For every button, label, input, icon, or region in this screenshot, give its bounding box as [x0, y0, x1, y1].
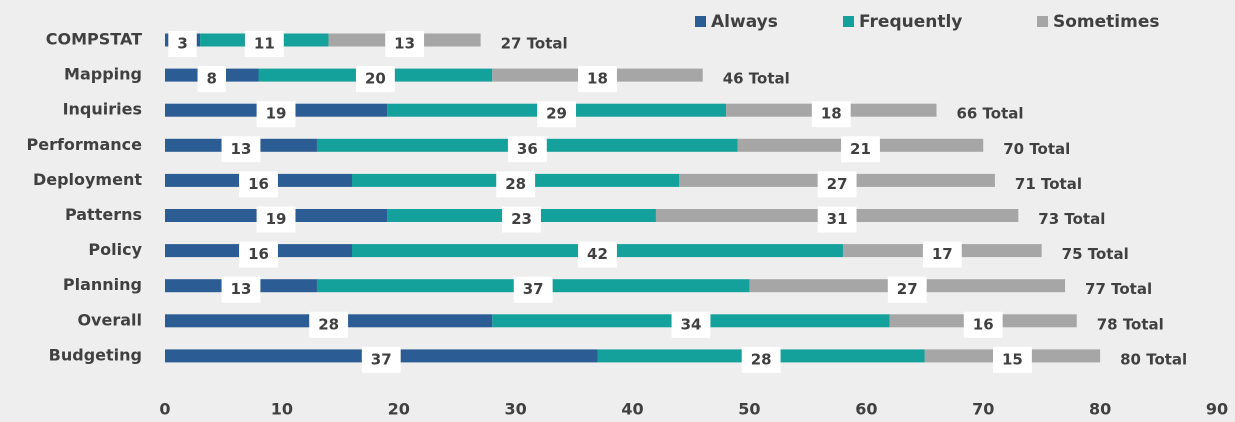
total-label: 27 Total — [501, 35, 568, 53]
data-label: 36 — [517, 140, 538, 158]
data-label: 37 — [523, 280, 544, 298]
data-label-box — [817, 206, 857, 233]
data-label: 19 — [266, 210, 287, 228]
total-label: 70 Total — [1003, 140, 1070, 158]
x-tick-label: 40 — [621, 400, 643, 419]
data-label-box — [537, 101, 577, 128]
total-label: 71 Total — [1015, 175, 1082, 193]
data-label: 28 — [751, 350, 772, 368]
legend-label: Sometimes — [1053, 12, 1159, 32]
legend-label: Frequently — [859, 12, 962, 32]
data-label-box — [993, 346, 1032, 373]
x-tick-label: 20 — [388, 400, 410, 419]
data-label-box — [385, 31, 425, 57]
data-label: 13 — [231, 280, 252, 298]
total-label: 73 Total — [1038, 210, 1105, 228]
data-label: 8 — [207, 70, 217, 88]
category-label: Deployment — [33, 170, 142, 189]
data-label-box — [355, 66, 395, 93]
data-label: 27 — [897, 280, 918, 298]
x-tick-label: 0 — [159, 400, 170, 419]
data-label: 21 — [850, 140, 871, 158]
data-label: 42 — [587, 245, 608, 263]
data-label-box — [817, 171, 857, 198]
data-label: 31 — [827, 210, 848, 228]
data-label-box — [671, 311, 711, 338]
data-label: 13 — [231, 140, 252, 158]
data-label: 19 — [266, 105, 287, 123]
data-label: 27 — [827, 175, 848, 193]
total-label: 78 Total — [1097, 315, 1164, 333]
data-label: 20 — [365, 70, 386, 88]
data-label-box — [887, 276, 927, 303]
data-label-box — [239, 171, 278, 198]
data-label: 13 — [394, 35, 415, 53]
x-tick-label: 80 — [1089, 400, 1111, 419]
data-label: 17 — [932, 245, 953, 263]
x-tick-label: 70 — [972, 400, 994, 419]
category-label: COMPSTAT — [46, 30, 142, 49]
data-label-box — [963, 311, 1003, 338]
data-label-box — [197, 66, 226, 93]
x-tick-label: 90 — [1206, 400, 1228, 419]
data-label: 28 — [318, 315, 339, 333]
category-label: Policy — [88, 240, 142, 259]
category-label: Planning — [63, 275, 142, 294]
data-label-box — [221, 136, 261, 163]
category-label: Mapping — [64, 65, 142, 84]
data-label-box — [513, 276, 553, 303]
data-label: 23 — [511, 210, 532, 228]
data-label-box — [256, 101, 296, 128]
data-label-box — [496, 171, 536, 198]
x-tick-label: 30 — [505, 400, 527, 419]
data-label-box — [578, 241, 617, 268]
data-label: 16 — [248, 175, 269, 193]
data-label-box — [256, 206, 296, 233]
total-label: 75 Total — [1062, 245, 1129, 263]
total-label: 77 Total — [1085, 280, 1152, 298]
data-label-box — [811, 101, 851, 128]
category-label: Budgeting — [49, 345, 142, 364]
total-label: 66 Total — [956, 105, 1023, 123]
x-tick-label: 50 — [738, 400, 760, 419]
data-label-box — [507, 136, 547, 163]
total-label: 46 Total — [723, 70, 790, 88]
data-label-box — [221, 276, 261, 303]
total-label: 80 Total — [1120, 350, 1187, 368]
data-label: 3 — [177, 35, 187, 53]
category-label: Performance — [26, 135, 142, 154]
data-label: 15 — [1002, 350, 1023, 368]
data-label: 16 — [248, 245, 269, 263]
category-label: Patterns — [65, 205, 142, 224]
legend-swatch — [843, 16, 854, 27]
data-label: 29 — [546, 105, 567, 123]
data-label-box — [239, 241, 278, 268]
data-label-box — [741, 346, 781, 373]
category-label: Overall — [77, 310, 142, 329]
legend-swatch — [1037, 16, 1048, 27]
category-label: Inquiries — [63, 100, 142, 119]
data-label-box — [309, 311, 349, 338]
legend-label: Always — [711, 12, 778, 32]
data-label: 34 — [681, 315, 702, 333]
data-label: 16 — [973, 315, 994, 333]
data-label: 18 — [821, 105, 842, 123]
legend-swatch — [695, 16, 706, 27]
data-label: 37 — [371, 350, 392, 368]
x-tick-label: 60 — [855, 400, 877, 419]
data-label: 28 — [505, 175, 526, 193]
data-label-box — [502, 206, 541, 233]
data-label-box — [922, 241, 962, 268]
data-label-box — [841, 136, 880, 163]
x-tick-label: 10 — [271, 400, 293, 419]
data-label: 11 — [254, 35, 275, 53]
data-label-box — [578, 66, 617, 93]
data-label-box — [361, 346, 401, 373]
data-label-box — [168, 31, 197, 57]
data-label: 18 — [587, 70, 608, 88]
data-label-box — [244, 31, 284, 57]
